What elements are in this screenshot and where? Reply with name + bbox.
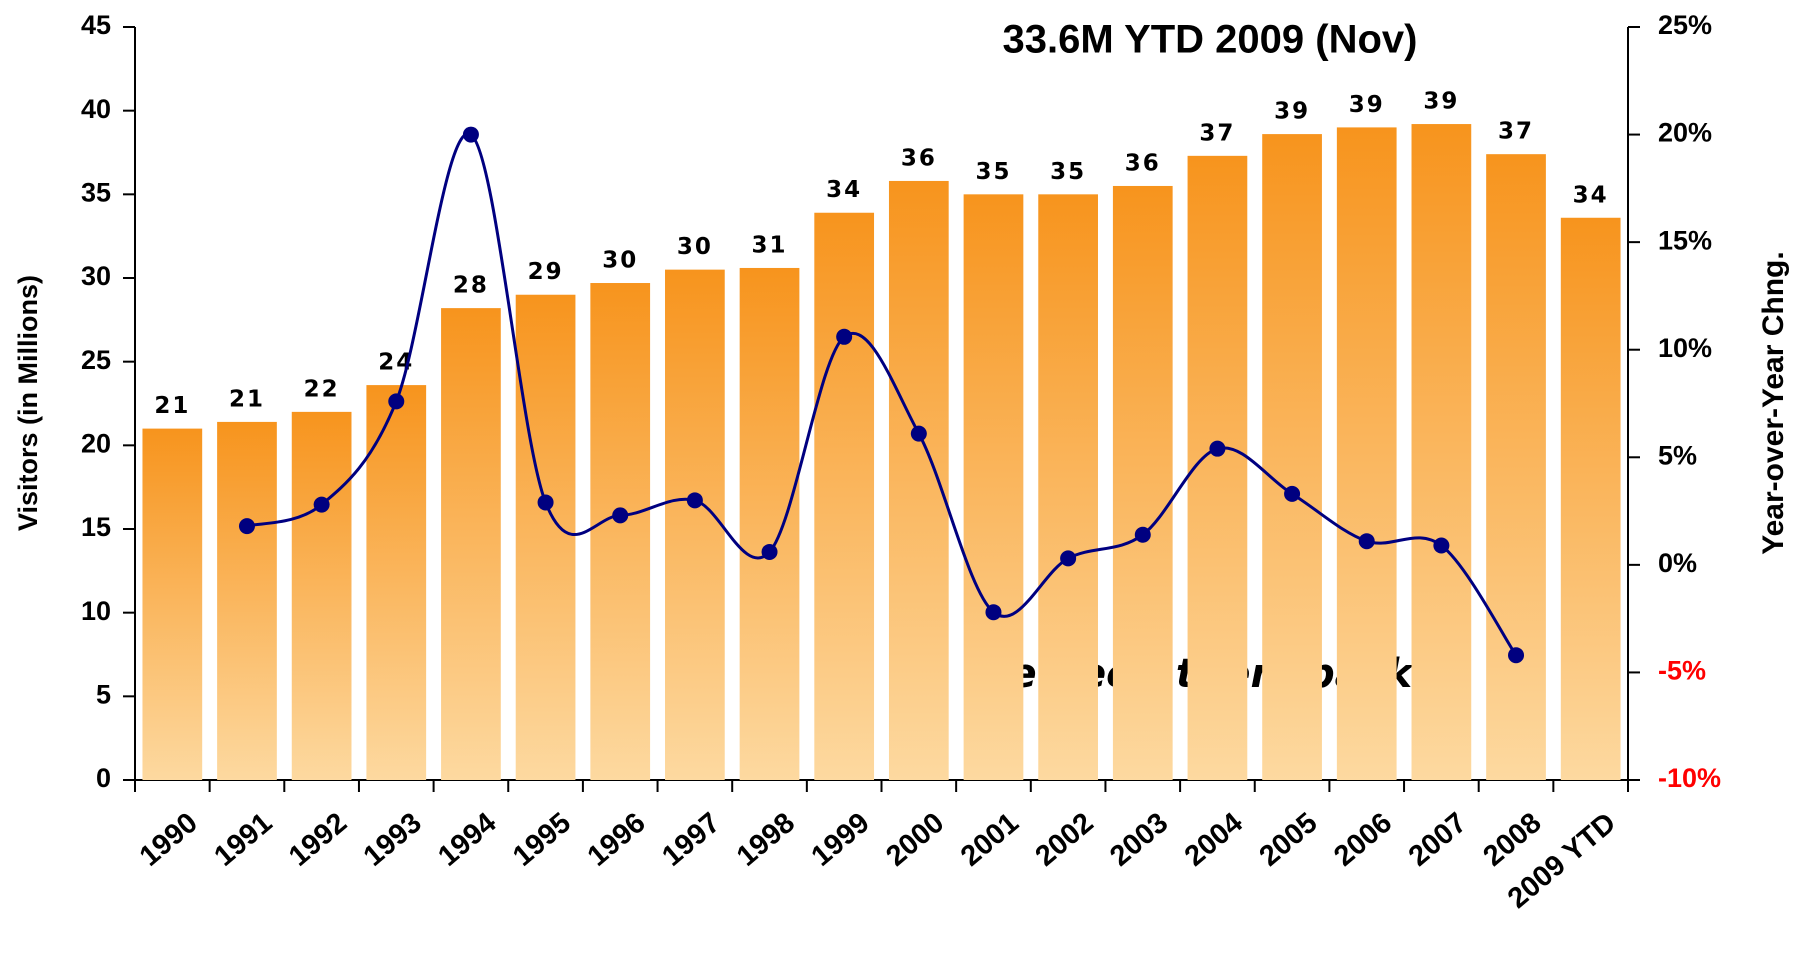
y2-tick-label: 25%	[1658, 10, 1712, 40]
bar-value-label: 36	[901, 145, 937, 171]
bar	[142, 428, 203, 780]
bar	[441, 308, 501, 780]
line-marker	[1508, 647, 1525, 664]
bar	[366, 385, 427, 780]
y2-axis-label: Year-over-Year Chng.	[1757, 251, 1790, 554]
bar-value-label: 39	[1274, 99, 1310, 125]
y2-tick-label: 15%	[1658, 225, 1712, 255]
x-tick-label: 1997	[656, 807, 726, 873]
x-tick-label: 1998	[731, 807, 801, 873]
line-marker	[1433, 537, 1450, 554]
bar	[665, 269, 725, 780]
bar	[1038, 194, 1098, 781]
x-tick-label: 1992	[283, 807, 353, 873]
line-marker	[1134, 526, 1151, 543]
line-marker	[1284, 485, 1301, 502]
bar-value-label: 28	[453, 273, 489, 299]
y2-tick-label: 20%	[1658, 118, 1712, 148]
y-tick-label: 30	[81, 261, 111, 291]
y2-tick-label: 0%	[1658, 548, 1697, 578]
line-marker	[910, 425, 927, 442]
x-tick-label: 1996	[582, 807, 652, 873]
chart-title: 33.6M YTD 2009 (Nov)	[1003, 18, 1418, 62]
y-tick-label: 45	[81, 10, 111, 40]
bar	[1560, 217, 1621, 780]
y-axis-label: Visitors (in Millions)	[13, 275, 43, 531]
bar	[590, 283, 651, 780]
bar-value-label: 34	[826, 177, 862, 203]
y-tick-label: 0	[96, 763, 111, 793]
line-marker	[836, 328, 853, 345]
bar-value-label: 37	[1498, 119, 1534, 145]
line-marker	[537, 494, 554, 511]
line-marker	[1060, 550, 1077, 567]
bar-value-label: 31	[752, 232, 788, 258]
line-marker	[462, 126, 479, 143]
bar-value-label: 21	[229, 386, 265, 412]
y2-tick-label: -10%	[1658, 763, 1721, 793]
y2-tick-label: -5%	[1658, 656, 1706, 686]
bar-value-label: 35	[975, 159, 1011, 185]
y-tick-label: 25	[81, 345, 111, 375]
bar	[1112, 185, 1173, 780]
y-tick-label: 20	[81, 428, 111, 458]
bar-value-label: 35	[1050, 159, 1086, 185]
x-tick-label: 2005	[1254, 807, 1324, 873]
bar-value-label: 37	[1199, 120, 1235, 146]
x-tick-label: 2003	[1104, 807, 1174, 873]
y-tick-label: 10	[81, 596, 111, 626]
bar	[291, 411, 352, 780]
bar-value-label: 36	[1125, 150, 1161, 176]
y2-tick-label: 5%	[1658, 440, 1697, 470]
bar-value-label: 39	[1423, 89, 1459, 115]
bar-value-label: 30	[602, 248, 638, 274]
line-marker	[612, 507, 629, 524]
x-tick-label: 1990	[134, 807, 204, 873]
x-tick-label: 2001	[955, 807, 1025, 873]
bar-value-label: 39	[1349, 92, 1385, 118]
bar	[814, 212, 875, 781]
line-marker	[238, 518, 255, 535]
bar	[1486, 154, 1546, 780]
line-marker	[388, 393, 405, 410]
line	[246, 132, 1518, 657]
x-tick-label: 2002	[1030, 807, 1100, 873]
line-marker	[1209, 440, 1226, 457]
bar	[515, 294, 576, 780]
bar	[1336, 127, 1397, 780]
x-tick-label: 1995	[507, 807, 577, 873]
bar	[1411, 124, 1472, 780]
bar-value-label: 30	[677, 234, 713, 260]
bar-value-label: 29	[528, 259, 564, 285]
y-tick-label: 15	[81, 512, 111, 542]
x-tick-label: 1994	[432, 807, 502, 873]
line-marker	[985, 604, 1002, 621]
bar	[217, 421, 277, 780]
y-tick-label: 40	[81, 94, 111, 124]
x-tick-label: 1993	[358, 807, 428, 873]
y-tick-label: 5	[96, 679, 111, 709]
line-marker	[686, 492, 703, 509]
x-tick-label: 2006	[1328, 807, 1398, 873]
bar	[1262, 134, 1322, 781]
line-marker	[1358, 533, 1375, 550]
bar	[1187, 155, 1248, 780]
bar-value-label: 34	[1573, 182, 1609, 208]
y-tick-label: 35	[81, 177, 111, 207]
bar-value-label: 22	[304, 376, 340, 402]
bar	[963, 194, 1024, 781]
line-marker	[313, 496, 330, 513]
line-marker	[761, 543, 778, 560]
bar	[739, 267, 800, 781]
y2-tick-label: 10%	[1658, 333, 1712, 363]
bar-value-label: 21	[154, 393, 190, 419]
x-tick-label: 1999	[806, 807, 876, 873]
x-tick-label: 2000	[880, 807, 950, 873]
x-tick-label: 2007	[1403, 807, 1473, 873]
x-tick-label: 2004	[1179, 807, 1249, 873]
x-tick-label: 1991	[208, 807, 278, 873]
